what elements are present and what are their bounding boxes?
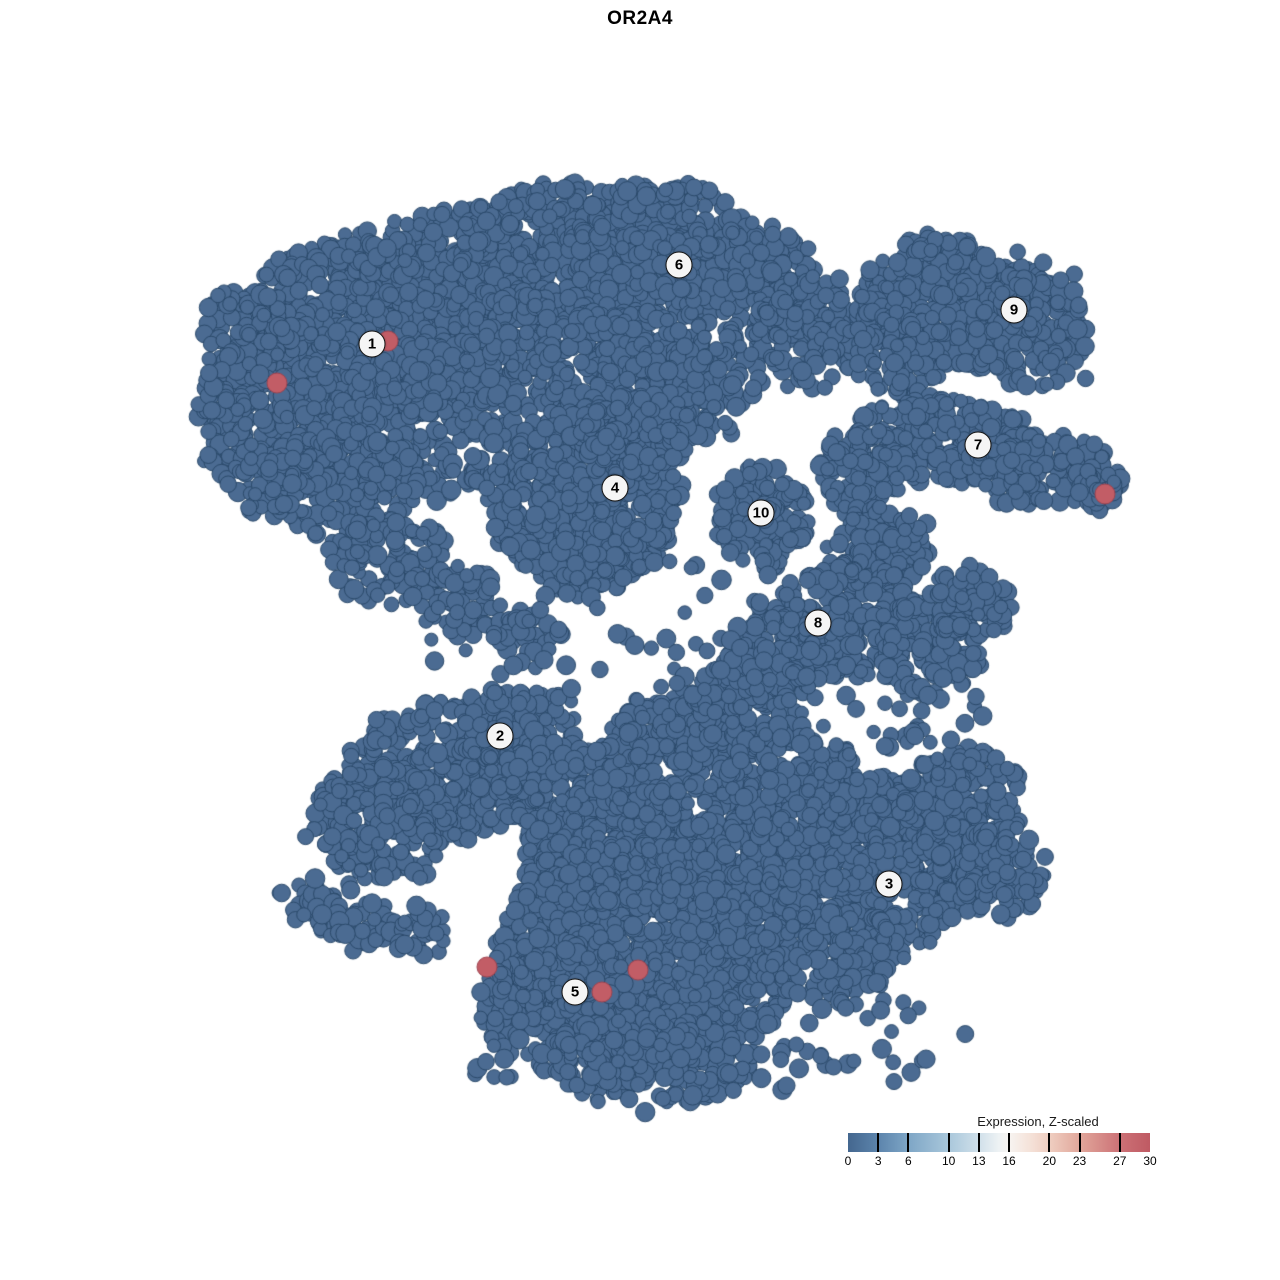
cluster-label-1: 1: [358, 330, 386, 358]
legend-ticklabel-23: 23: [1072, 1154, 1087, 1168]
cluster-label-5: 5: [561, 978, 589, 1006]
legend-ticklabel-16: 16: [1002, 1154, 1016, 1168]
legend-tickmark-10: [947, 1133, 950, 1152]
cluster-label-10: 10: [747, 499, 775, 527]
legend-ticklabel-30: 30: [1143, 1154, 1157, 1168]
legend-title: Expression, Z-scaled: [977, 1114, 1099, 1129]
legend-ticklabel-27: 27: [1113, 1154, 1127, 1168]
cluster-label-4: 4: [601, 474, 629, 502]
cluster-label-6: 6: [665, 251, 693, 279]
cluster-label-3: 3: [875, 870, 903, 898]
legend-tickmark-16: [1008, 1133, 1011, 1152]
legend-ticklabel-13: 13: [972, 1154, 986, 1168]
legend-ticklabel-3: 3: [874, 1154, 882, 1168]
legend-tickmark-23: [1078, 1133, 1081, 1152]
legend-ticklabel-10: 10: [941, 1154, 956, 1168]
legend-tickmark-13: [977, 1133, 980, 1152]
legend-ticklabel-20: 20: [1042, 1154, 1057, 1168]
cluster-label-2: 2: [486, 722, 514, 750]
legend-ticklabel-0: 0: [844, 1154, 852, 1168]
legend-tickmark-20: [1048, 1133, 1051, 1152]
cluster-label-8: 8: [804, 609, 832, 637]
legend-colorbar: [848, 1133, 1150, 1152]
legend-tick-labels: 0 3 6 10 13 16 20 23 27 30: [844, 1154, 1157, 1168]
cluster-label-9: 9: [1000, 296, 1028, 324]
legend-tickmark-6: [907, 1133, 910, 1152]
cluster-label-7: 7: [964, 431, 992, 459]
legend-tickmark-27: [1118, 1133, 1121, 1152]
legend-tickmark-3: [877, 1133, 880, 1152]
legend-ticklabel-6: 6: [905, 1154, 912, 1168]
